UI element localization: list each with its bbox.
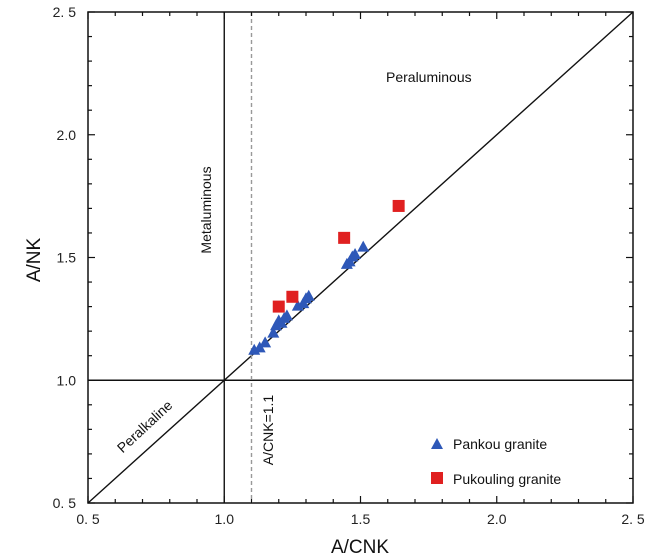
x-ticks: [87, 12, 634, 503]
pankou-point: [302, 289, 315, 301]
y-tick-label: 2. 5: [53, 4, 77, 20]
pankou-point: [349, 248, 362, 260]
y-ticks: [88, 11, 633, 504]
pankou-point: [280, 309, 293, 321]
legend-label-pukouling: Pukouling granite: [453, 471, 561, 487]
peralkaline-label: Peralkaline: [114, 397, 176, 456]
pukouling-point: [272, 300, 285, 313]
y-axis-title: A/NK: [24, 238, 45, 283]
legend-marker-pukouling-square: [431, 472, 443, 484]
x-tick-label: 0. 5: [76, 511, 100, 527]
peraluminous-label: Peraluminous: [386, 69, 472, 85]
x-tick-label: 1.0: [215, 511, 235, 527]
y-tick-label: 1.5: [57, 250, 77, 266]
pukouling-point: [286, 290, 299, 303]
x-tick-labels: 0. 5 1.0 1.5 2.0 2. 5: [76, 511, 645, 527]
legend: Pankou granite Pukouling granite: [431, 436, 561, 487]
pukouling-point: [392, 199, 405, 212]
data-points: [248, 199, 405, 355]
acnk-1-1-label: A/CNK=1.1: [260, 395, 276, 466]
x-tick-label: 2.0: [487, 511, 507, 527]
y-tick-label: 0. 5: [53, 495, 77, 511]
y-tick-labels: 0. 5 1.0 1.5 2.0 2. 5: [53, 4, 77, 511]
y-tick-label: 1.0: [57, 372, 77, 388]
legend-label-pankou: Pankou granite: [453, 436, 547, 452]
x-axis-title: A/CNK: [331, 537, 389, 558]
pankou-point: [259, 336, 272, 348]
pankou-point: [267, 326, 280, 338]
diagonal-line: [87, 11, 634, 504]
x-tick-label: 2. 5: [621, 511, 645, 527]
metaluminous-label: Metaluminous: [198, 166, 214, 253]
y-tick-label: 2.0: [57, 127, 77, 143]
x-tick-label: 1.5: [351, 511, 371, 527]
legend-marker-pankou-triangle: [431, 438, 443, 449]
pukouling-point: [338, 231, 351, 244]
pankou-point: [357, 240, 370, 252]
